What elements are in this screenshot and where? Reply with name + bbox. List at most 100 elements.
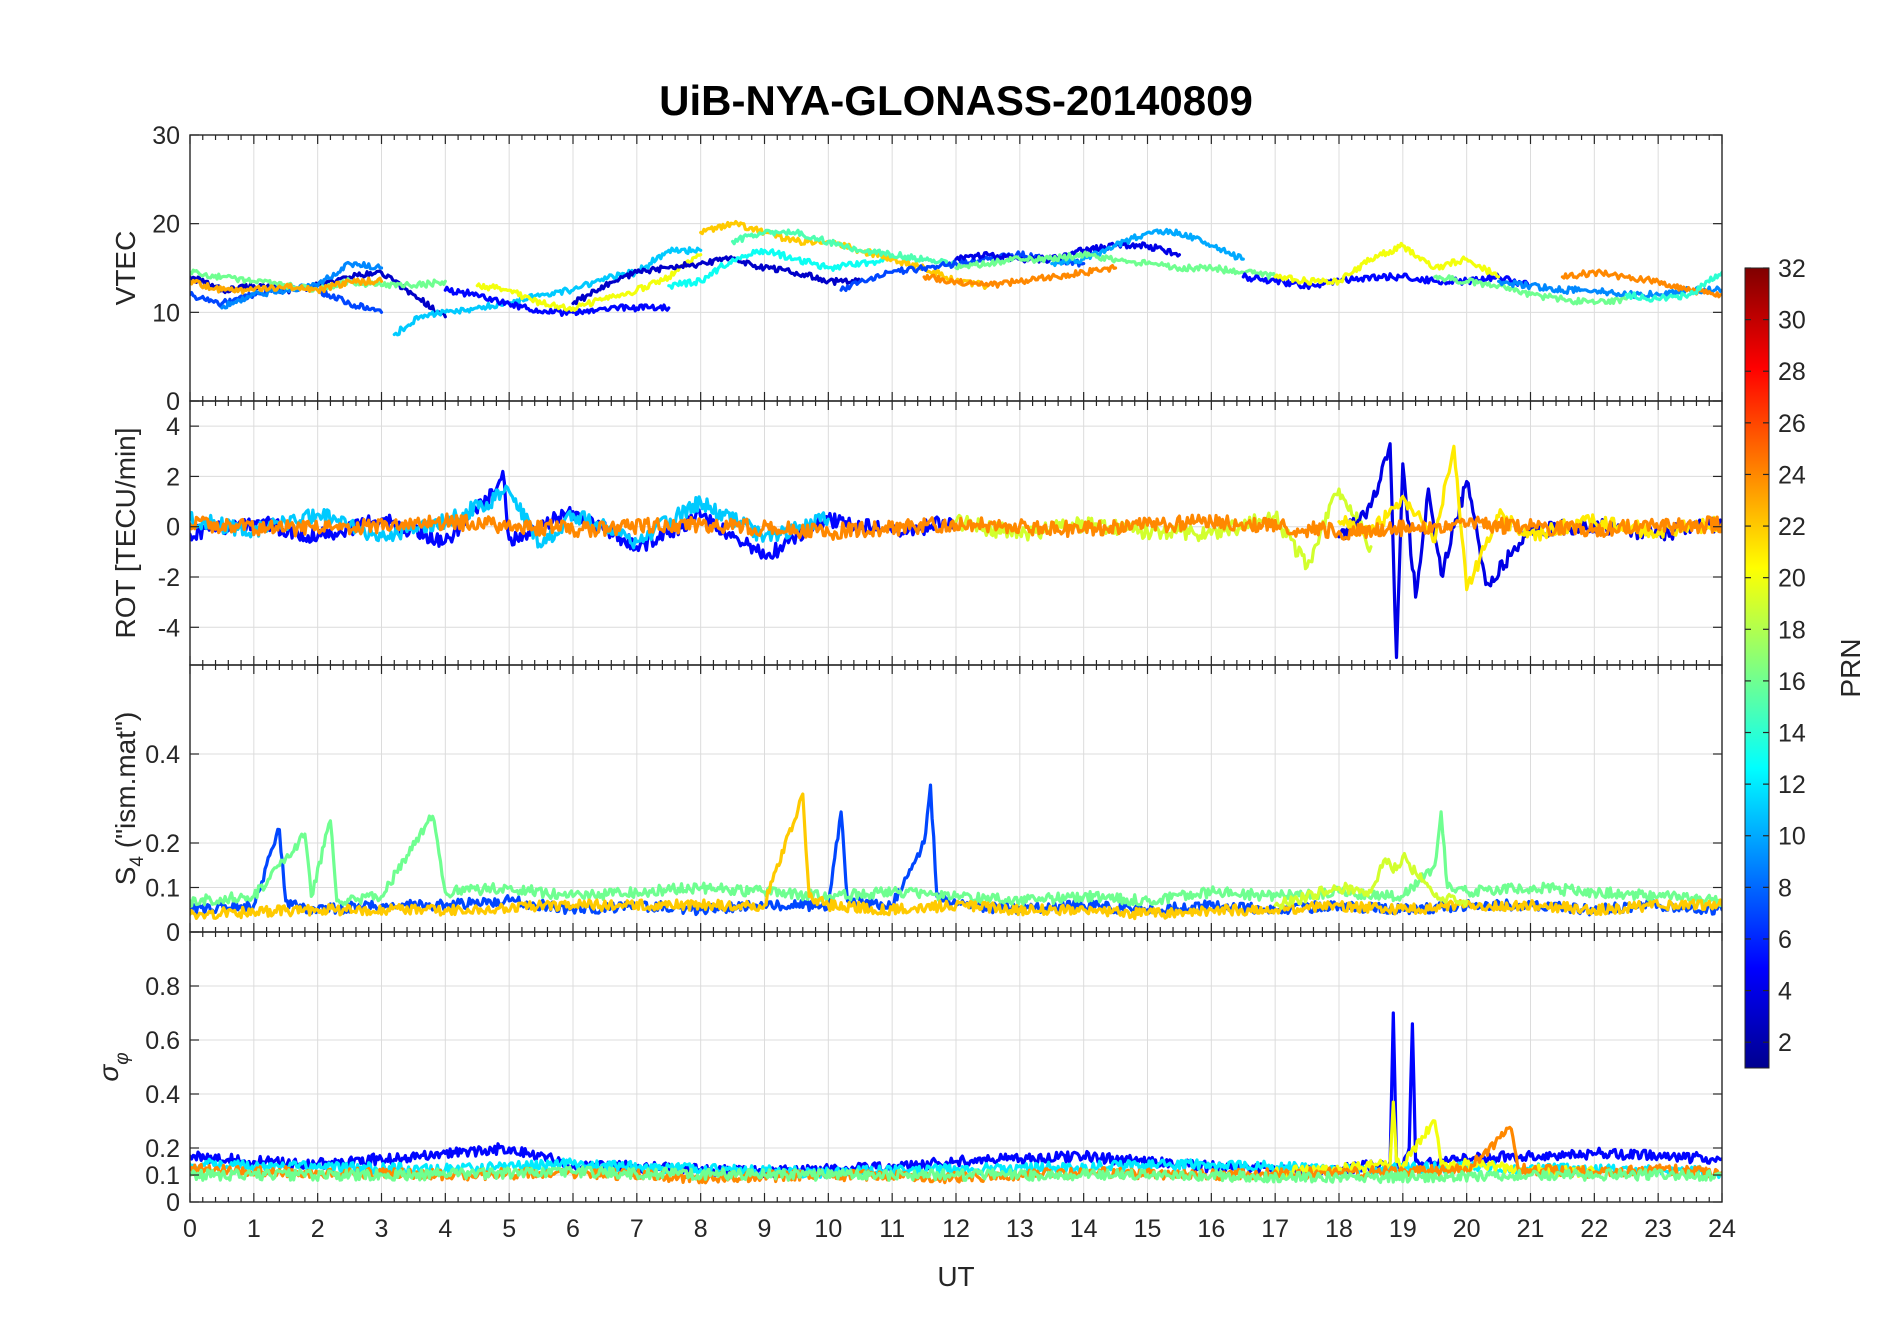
colorbar-tick-label: 22	[1778, 513, 1806, 541]
y-axis-label: ROT [TECU/min]	[110, 427, 141, 638]
x-tick-label: 19	[1389, 1215, 1417, 1243]
colorbar-tick-label: 30	[1778, 307, 1806, 335]
colorbar-tick-label: 8	[1778, 874, 1792, 902]
y-tick-label: 0.4	[145, 1081, 180, 1109]
series-prn-3	[571, 255, 862, 306]
x-tick-label: 4	[438, 1215, 452, 1243]
y-tick-label: 4	[166, 413, 180, 441]
colorbar-tick-label: 14	[1778, 720, 1806, 748]
series-prn-24	[190, 512, 1722, 541]
panel-s4: 0 0.1 0.2 0.4S4 ("ism.mat")	[110, 664, 1723, 947]
series-prn-16	[954, 250, 1277, 280]
x-tick-label: 21	[1517, 1215, 1545, 1243]
y-tick-label: 10	[152, 299, 180, 327]
colorbar-gradient	[1744, 267, 1770, 1069]
y-tick-label: 0.2	[145, 830, 180, 858]
series-prn-14	[1624, 270, 1722, 303]
x-tick-label: 2	[311, 1215, 325, 1243]
y-tick-label: 30	[152, 122, 180, 150]
colorbar-tick-label: 26	[1778, 410, 1806, 438]
series-group	[190, 1011, 1722, 1185]
colorbar-tick-label: 20	[1778, 565, 1806, 593]
y-tick-label: 0	[166, 388, 180, 416]
series-prn-16	[190, 1165, 1722, 1185]
x-tick-label: 12	[942, 1215, 970, 1243]
x-tick-label: 1	[247, 1215, 261, 1243]
panel-rot: -4 -2 0 2 4 ROT [TECU/min]	[110, 400, 1723, 666]
x-tick-label: 14	[1070, 1215, 1098, 1243]
colorbar-tick-label: 6	[1778, 926, 1792, 954]
x-tick-label: 17	[1261, 1215, 1289, 1243]
colorbar-tick-label: 24	[1778, 461, 1806, 489]
x-axis: 0 1 2 3 4 5 6 7 8 9 10 11 12 13 14 15 16 17 18 19 20 21 22 23 24	[183, 1215, 1736, 1243]
colorbar-tick-label: 4	[1778, 978, 1792, 1006]
colorbar-label: PRN	[1835, 638, 1866, 697]
y-axis-label: VTEC	[110, 231, 141, 306]
x-tick-label: 9	[758, 1215, 772, 1243]
x-tick-label: 3	[375, 1215, 389, 1243]
series-group	[190, 220, 1722, 337]
y-tick-label: 0.1	[145, 875, 180, 903]
series-prn-13	[667, 247, 894, 290]
series-prn-16	[1433, 274, 1628, 306]
y-tick-label: 0	[166, 1189, 180, 1217]
panel-vtec: 0 10 20 30 VTEC	[110, 122, 1723, 416]
y-tick-label: -4	[158, 614, 180, 642]
colorbar-tick-label: 16	[1778, 668, 1806, 696]
series-prn-5	[190, 1011, 1722, 1179]
colorbar-tick-label: 18	[1778, 616, 1806, 644]
colorbar-tick-label: 28	[1778, 358, 1806, 386]
series-prn-20	[1273, 241, 1501, 286]
series-prn-10	[1050, 227, 1245, 267]
chart-title: UiB-NYA-GLONASS-20140809	[659, 77, 1253, 124]
series-prn-11	[392, 246, 703, 337]
colorbar-tick-label: 32	[1778, 255, 1806, 283]
x-tick-label: 10	[814, 1215, 842, 1243]
x-tick-label: 15	[1134, 1215, 1162, 1243]
colorbar-tick-label: 10	[1778, 823, 1806, 851]
x-tick-label: 24	[1708, 1215, 1736, 1243]
y-tick-label: 2	[166, 463, 180, 491]
series-prn-24	[922, 264, 1118, 289]
colorbar-tick-label: 12	[1778, 771, 1806, 799]
x-tick-label: 8	[694, 1215, 708, 1243]
x-tick-label: 6	[566, 1215, 580, 1243]
y-tick-label: 0	[166, 919, 180, 947]
series-group	[190, 442, 1722, 660]
x-tick-label: 13	[1006, 1215, 1034, 1243]
y-tick-label: 0.4	[145, 741, 180, 769]
x-axis-label: UT	[937, 1261, 974, 1292]
series-prn-16	[190, 810, 1722, 908]
series-prn-20	[475, 253, 703, 312]
x-tick-label: 11	[879, 1215, 905, 1243]
series-prn-11	[190, 484, 830, 550]
x-tick-label: 5	[502, 1215, 516, 1243]
y-tick-label: -2	[158, 564, 180, 592]
colorbar-tick-label: 2	[1778, 1029, 1792, 1057]
series-prn-9	[1496, 279, 1722, 300]
x-tick-label: 7	[630, 1215, 644, 1243]
x-tick-label: 23	[1644, 1215, 1672, 1243]
y-axis-label: S4 ("ism.mat")	[110, 712, 148, 886]
series-prn-15	[730, 228, 958, 267]
y-tick-label: 0.1	[145, 1162, 180, 1190]
y-tick-label: 20	[152, 211, 180, 239]
y-tick-label: 0.2	[145, 1135, 180, 1163]
series-group	[190, 783, 1722, 921]
x-tick-label: 0	[183, 1215, 197, 1243]
y-tick-label: 0.6	[145, 1027, 180, 1055]
x-tick-label: 20	[1453, 1215, 1481, 1243]
series-prn-22	[699, 220, 990, 290]
series-prn-19	[954, 487, 1373, 571]
series-prn-5	[443, 285, 671, 317]
y-tick-label: 0	[166, 514, 180, 542]
series-prn-19	[1273, 851, 1469, 910]
series-prn-23	[190, 276, 384, 295]
y-axis-label: σφ	[93, 1052, 133, 1081]
panel-sigma: 00.10.2 0.4 0.6 0.8 σφ	[93, 931, 1723, 1217]
y-tick-label: 0.8	[145, 973, 180, 1001]
